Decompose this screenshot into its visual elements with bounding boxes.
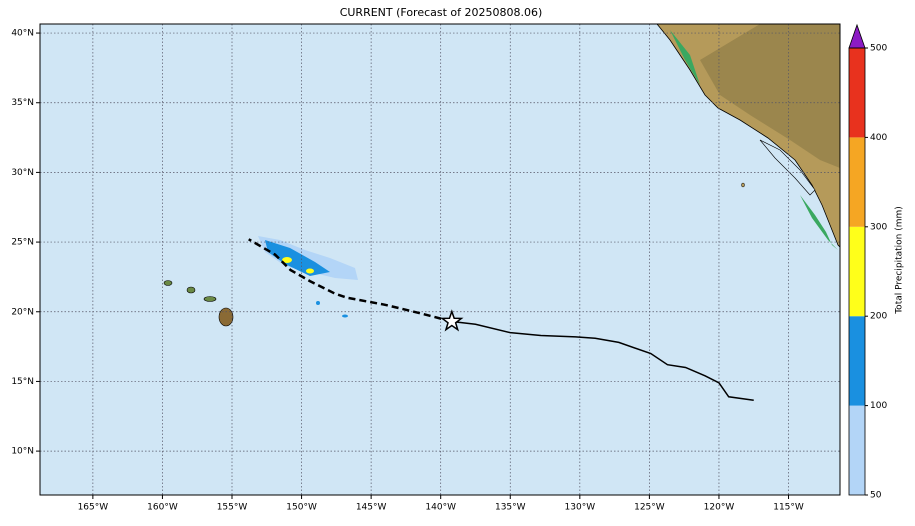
gulf [759,139,816,196]
tracks [248,238,754,401]
y-tick-label: 25°N [11,238,34,248]
island [186,286,196,294]
colorbar-label: Total Precipitation (mm) [895,206,905,315]
colorbar-tick-label: 50 [870,491,882,501]
precip-heavy [282,257,292,263]
colorbar-extend [848,23,866,49]
y-tick-label: 30°N [11,168,34,178]
y-tick-label: 10°N [11,447,34,457]
storm-track [451,320,754,401]
storm-track [248,238,453,323]
x-tick-label: 165°W [78,503,109,513]
colorbar-tick-label: 400 [870,133,887,143]
y-tick-label: 20°N [11,307,34,317]
y-tick-label: 15°N [11,377,34,387]
y-tick-label: 40°N [11,29,34,39]
land [163,24,840,327]
island [741,182,745,188]
island [163,280,173,286]
current-position [440,309,464,332]
colorbar-frame [848,47,866,496]
precip-moderate [265,240,330,276]
colorbar-segment [849,48,865,138]
colorbar-segment [849,226,865,317]
precip-heavy [306,268,314,274]
map-frame [39,23,841,496]
colorbar: 50 100 200 300 400 500 [848,23,887,501]
terrain-green [670,30,700,85]
x-tick-label: 145°W [356,503,387,513]
x-tick-label: 115°W [773,503,804,513]
colorbar-tick-label: 100 [870,401,887,411]
colorbar-segment [849,137,865,227]
x-tick-label: 150°W [286,503,317,513]
x-tick-label: 140°W [425,503,456,513]
colorbar-tick-label: 300 [870,222,887,232]
island [218,307,234,327]
terrain-green [800,195,838,250]
x-tick-label: 160°W [147,503,178,513]
colorbar-tick-label: 200 [870,312,887,322]
colorbar-segment [849,405,865,495]
precip-moderate [316,301,320,305]
precip-moderate [342,314,348,318]
colorbar-tick-label: 500 [870,44,887,54]
grid [40,24,840,495]
x-tick-label: 130°W [565,503,596,513]
precipitation [258,236,358,318]
x-tick-label: 135°W [495,503,526,513]
colorbar-segment [849,316,865,406]
x-tick-label: 120°W [704,503,735,513]
title: CURRENT (Forecast of 20250808.06) [340,6,543,19]
y-tick-label: 35°N [11,98,34,108]
terrain [700,24,840,168]
x-tick-label: 125°W [634,503,665,513]
x-tick-label: 155°W [217,503,248,513]
island [203,296,217,302]
